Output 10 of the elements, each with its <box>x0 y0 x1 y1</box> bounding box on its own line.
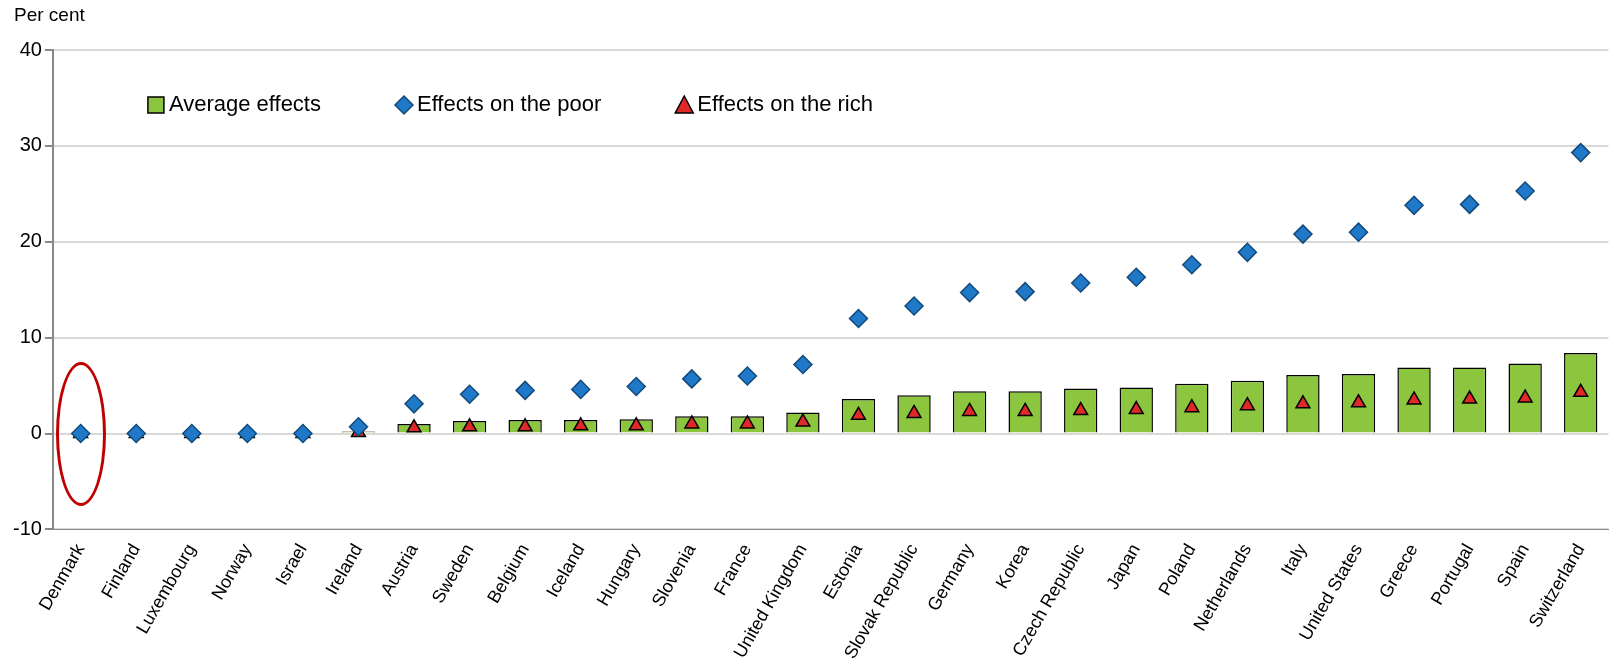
legend-label: Effects on the rich <box>697 91 873 117</box>
y-tick-label: 20 <box>19 229 42 252</box>
legend-label: Average effects <box>168 91 321 117</box>
y-tick-label: -10 <box>13 516 42 539</box>
y-tick-label: 30 <box>19 133 42 156</box>
y-tick-label: 40 <box>19 37 42 60</box>
legend-label: Effects on the poor <box>416 91 602 117</box>
y-tick-label: 10 <box>19 325 42 348</box>
y-tick-label: 0 <box>30 421 42 444</box>
y-axis-title: Per cent <box>14 4 85 26</box>
